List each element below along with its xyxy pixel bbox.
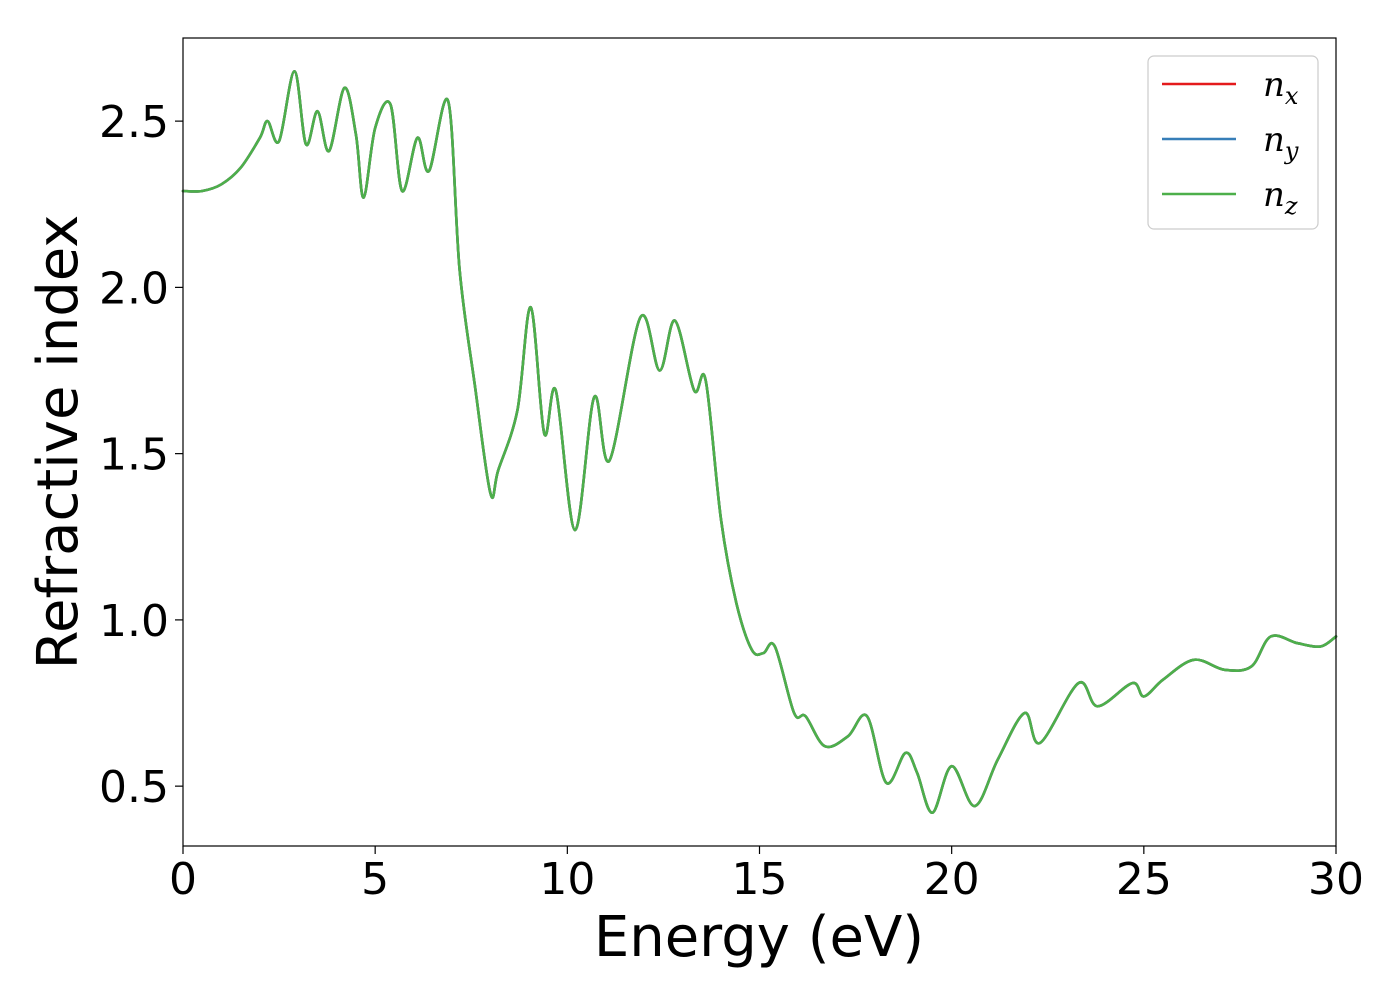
y-tick-label: 0.5 — [99, 762, 169, 813]
y-tick-label: 1.5 — [99, 430, 169, 481]
x-tick-label: 15 — [732, 854, 788, 905]
x-tick-label: 25 — [1116, 854, 1172, 905]
x-tick-label: 10 — [539, 854, 595, 905]
y-axis-ticks: 0.5 1.0 1.5 2.0 2.5 — [99, 97, 183, 813]
x-tick-label: 0 — [169, 854, 197, 905]
series-layer — [181, 69, 1338, 814]
legend: nx ny nz — [1147, 55, 1319, 230]
series-line-nz — [181, 69, 1338, 814]
x-axis-title: Energy (eV) — [594, 905, 924, 970]
y-tick-label: 2.5 — [99, 97, 169, 148]
x-tick-label: 30 — [1308, 854, 1364, 905]
y-tick-label: 1.0 — [99, 596, 169, 647]
legend-label-nx: nx — [1263, 65, 1299, 110]
y-axis-title: Refractive index — [26, 215, 91, 670]
legend-label-ny: ny — [1263, 120, 1299, 165]
legend-label-nz: nz — [1263, 175, 1298, 220]
y-tick-label: 2.0 — [99, 263, 169, 314]
x-tick-label: 5 — [361, 854, 389, 905]
legend-box — [1147, 55, 1319, 230]
x-tick-label: 20 — [924, 854, 980, 905]
x-axis-ticks: 0 5 10 15 20 25 30 — [169, 846, 1364, 905]
